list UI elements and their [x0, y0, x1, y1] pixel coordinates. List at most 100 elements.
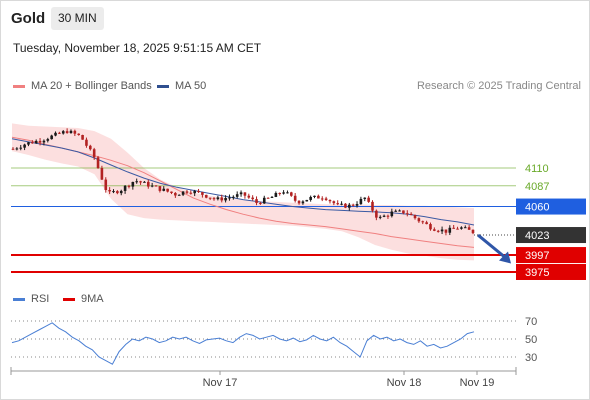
candle-body — [367, 197, 370, 202]
candle-body — [143, 181, 146, 183]
candle-body — [220, 197, 224, 201]
candle-body — [320, 198, 324, 200]
candle-body — [54, 132, 57, 136]
candle-body — [85, 139, 88, 146]
candle-body — [413, 215, 417, 219]
level-label-4110: 4110 — [525, 163, 549, 175]
candle-body — [301, 201, 305, 204]
candle-body — [216, 197, 220, 200]
candle-body — [390, 211, 394, 217]
candle-body — [19, 147, 23, 149]
candle-body — [429, 224, 432, 230]
candle-body — [131, 181, 135, 187]
candle-body — [11, 148, 15, 150]
candle-body — [150, 185, 154, 187]
candle-body — [444, 229, 448, 233]
candle-body — [282, 192, 285, 194]
x-tick-label: Nov 17 — [203, 377, 238, 389]
candle-body — [417, 218, 421, 222]
ma20-line — [11, 136, 475, 248]
candle-body — [69, 130, 73, 134]
candle-body — [313, 195, 316, 197]
rsi-tick-70: 70 — [525, 316, 537, 328]
level-label-3997: 3997 — [525, 250, 549, 262]
candle-body — [394, 210, 397, 212]
candle-body — [375, 210, 378, 218]
candle-body — [38, 140, 42, 143]
candle-body — [386, 215, 390, 217]
candle-body — [166, 188, 169, 192]
timestamp: Tuesday, November 18, 2025 9:51:15 AM CE… — [13, 41, 262, 55]
candle-body — [154, 185, 158, 187]
ma20-swatch — [13, 84, 25, 88]
candle-body — [177, 194, 181, 196]
price-levels — [11, 167, 516, 273]
candle-body — [204, 194, 208, 198]
candle-body — [65, 131, 69, 134]
candle-body — [119, 190, 123, 194]
candle-body — [402, 210, 405, 214]
candles — [11, 128, 511, 264]
asset-name: Gold — [11, 10, 46, 27]
ma50-line — [11, 138, 475, 226]
candle-body — [58, 132, 61, 134]
rsi-tick-50: 50 — [525, 334, 537, 346]
candle-body — [290, 192, 293, 196]
candle-body — [228, 197, 231, 199]
candle-body — [61, 131, 65, 134]
candle-body — [378, 216, 382, 218]
candle-body — [193, 190, 196, 194]
candle-body — [174, 192, 177, 196]
time-axis: Nov 17 Nov 18 Nov 19 — [10, 367, 517, 389]
candle-body — [448, 227, 452, 233]
candle-body — [224, 197, 227, 201]
candle-body — [286, 192, 289, 194]
candle-body — [112, 191, 115, 193]
candle-body — [297, 200, 301, 204]
timeframe-badge[interactable]: 30 MIN — [51, 7, 104, 30]
candle-body — [42, 140, 46, 143]
candle-body — [278, 192, 282, 194]
rsi-ma-label: 9MA — [81, 293, 104, 305]
candle-body — [162, 188, 166, 191]
candle-body — [243, 192, 247, 196]
candle-body — [232, 196, 235, 198]
candle-body — [139, 181, 142, 183]
candle-body — [185, 191, 189, 193]
candle-body — [31, 142, 34, 144]
candle-body — [127, 185, 131, 187]
candle-body — [15, 148, 19, 150]
candle-body — [270, 196, 274, 198]
bollinger-band-area — [12, 123, 474, 261]
candle-body — [440, 229, 444, 232]
candle-body — [170, 191, 173, 193]
candle-body — [452, 227, 455, 229]
candle-body — [259, 202, 262, 204]
legend-ma50: MA 50 — [157, 80, 206, 92]
rsi-line — [11, 322, 475, 365]
projection-arrow — [477, 233, 505, 258]
candle-body — [328, 200, 332, 202]
candle-body — [197, 190, 200, 193]
candle-body — [305, 199, 309, 202]
candle-body — [50, 135, 53, 140]
candle-body — [247, 195, 251, 198]
candle-body — [255, 199, 258, 203]
candle-body — [92, 149, 96, 158]
candle-body — [436, 230, 440, 232]
candle-body — [266, 197, 270, 199]
legend-rsi: RSI — [13, 293, 49, 305]
level-badge-3975 — [516, 263, 586, 280]
candle-body — [239, 192, 243, 195]
rsi-panel: 70 50 30 — [11, 316, 537, 365]
candle-body — [421, 221, 425, 223]
candle-body — [382, 215, 386, 217]
ma50-label: MA 50 — [175, 80, 207, 92]
candle-body — [108, 190, 111, 192]
candle-body — [251, 197, 254, 200]
chart-header: Gold 30 MIN — [0, 0, 590, 36]
candle-body — [456, 228, 459, 230]
candle-body — [34, 140, 38, 144]
candle-body — [336, 203, 340, 205]
